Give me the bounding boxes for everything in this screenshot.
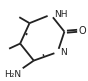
Text: N: N (60, 48, 67, 57)
Text: NH: NH (54, 10, 68, 19)
Text: H₂N: H₂N (4, 70, 21, 79)
Text: O: O (79, 26, 87, 36)
